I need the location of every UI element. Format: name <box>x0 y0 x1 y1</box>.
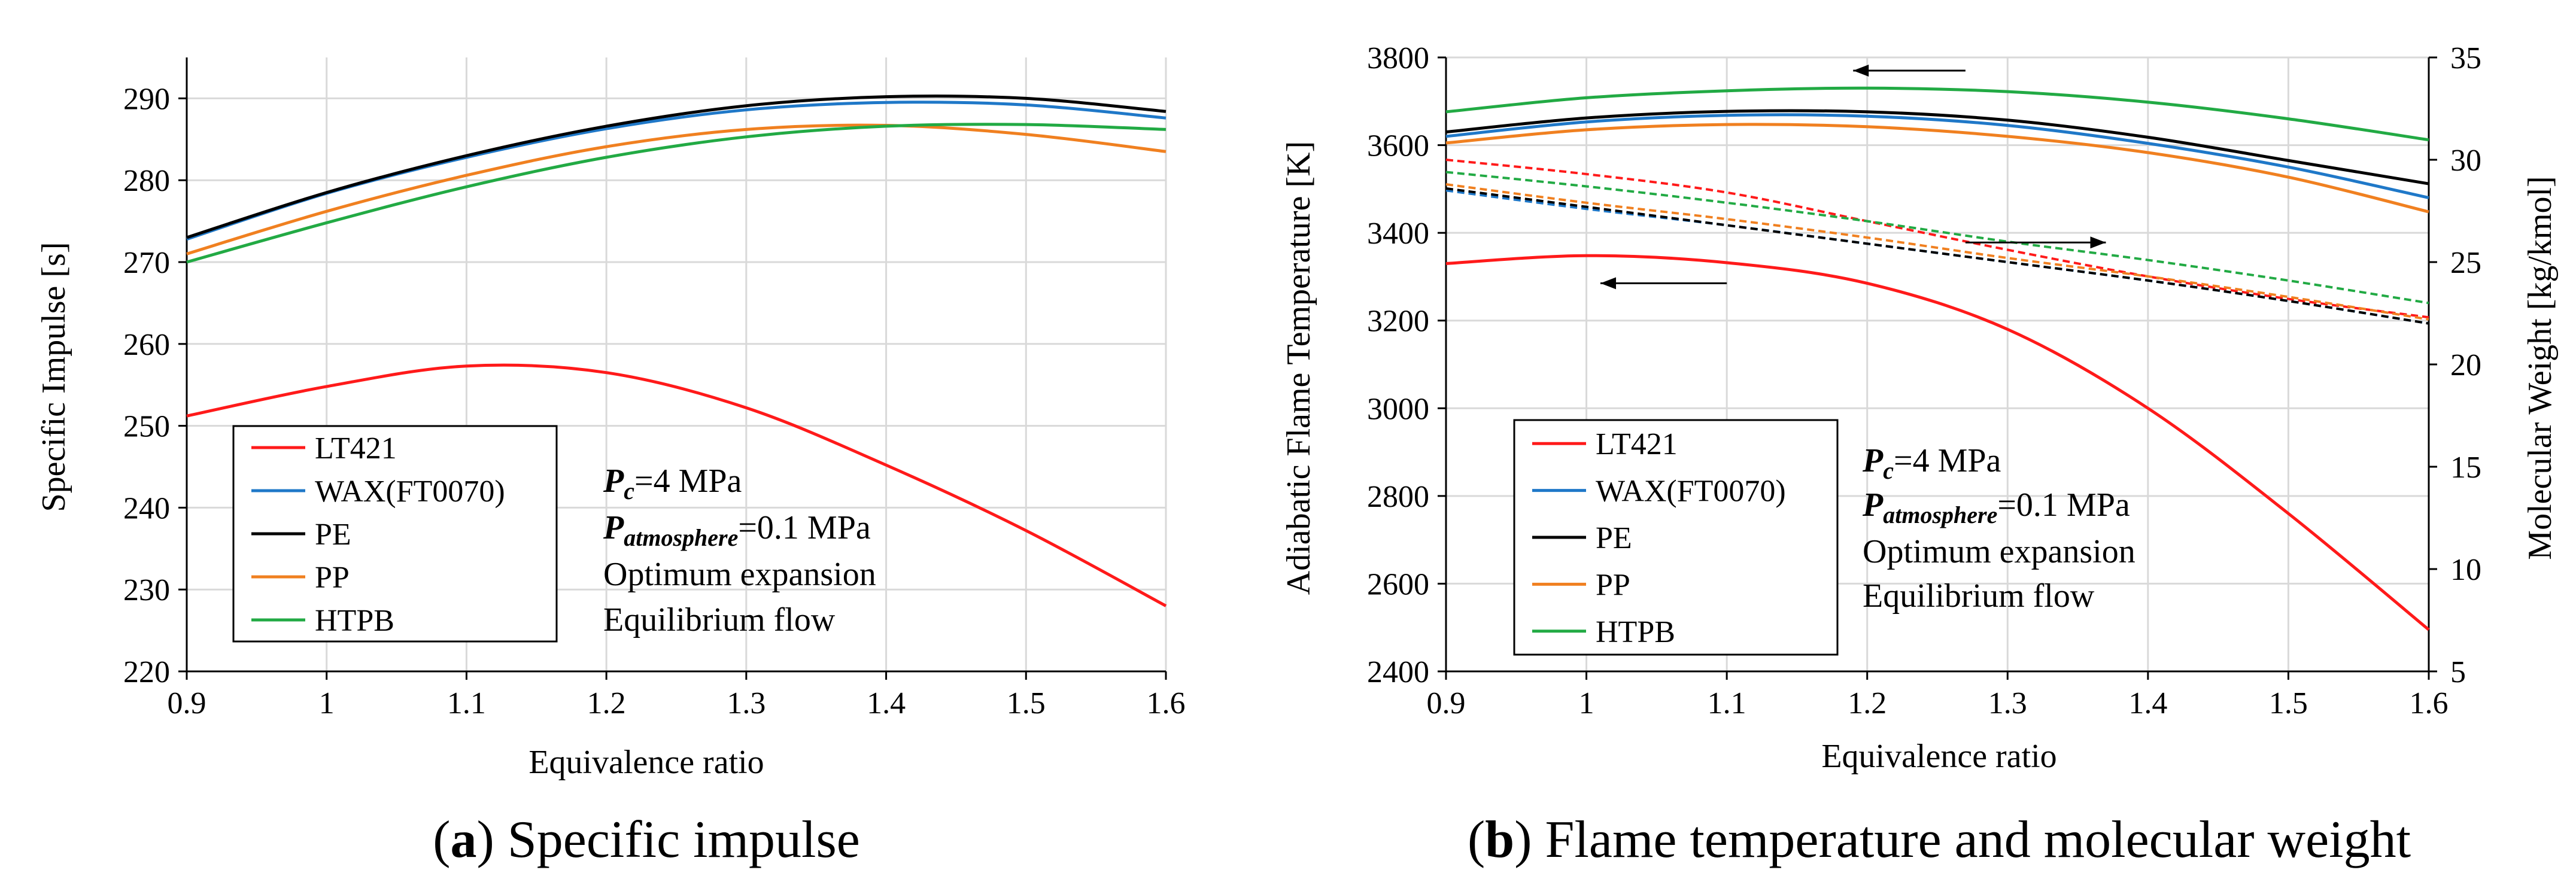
a-y-tick-label: 240 <box>123 491 170 525</box>
a-y-tick-label: 260 <box>123 328 170 362</box>
b-line-lt421 <box>1445 254 2430 631</box>
b-y-tick-label: 3400 <box>1367 217 1429 251</box>
b-x-tick-label: 0.9 <box>1427 686 1466 720</box>
a-series-lines <box>186 95 1167 607</box>
b-mw-line-pp <box>1445 183 2429 321</box>
a-line-pe <box>186 95 1167 239</box>
b-y-tick-label: 2800 <box>1367 480 1429 514</box>
b-legend: LT421 WAX(FT0070) PE PP HTPB <box>1513 419 1839 656</box>
b-x-tick-label: 1 <box>1579 686 1594 720</box>
a-x-tick-label: 1.4 <box>867 686 906 720</box>
a-legend: LT421 WAX(FT0070) PE PP HTPB <box>232 425 558 643</box>
b-y2-tick-label: 20 <box>2450 348 2481 382</box>
a-y-tick-label: 230 <box>123 573 170 607</box>
a-legend-label: LT421 <box>315 431 397 466</box>
b-annotation-pc: Pc=4 MPa <box>1862 442 2001 484</box>
a-caption: (a) Specific impulse <box>433 811 860 869</box>
a-annotation: Pc=4 MPa Patmosphere=0.1 MPa Optimum exp… <box>603 463 876 638</box>
b-y2-tick-label: 35 <box>2450 41 2481 75</box>
b-x-tick-label: 1.4 <box>2128 686 2167 720</box>
b-annotation-line4: Equilibrium flow <box>1863 577 2095 615</box>
b-annotation: Pc=4 MPa Patmosphere=0.1 MPa Optimum exp… <box>1862 442 2135 615</box>
b-arrows <box>1600 64 2106 290</box>
b-y-tick-label: 2600 <box>1367 567 1429 601</box>
b-y-tick-label: 3800 <box>1367 41 1429 75</box>
b-caption: (b) Flame temperature and molecular weig… <box>1468 811 2411 869</box>
a-x-tick-label: 0.9 <box>168 686 206 720</box>
b-x-tick-label: 1.6 <box>2410 686 2449 720</box>
a-annotation-line3: Optimum expansion <box>603 556 876 593</box>
b-y-tick-label: 2400 <box>1367 655 1429 689</box>
a-y-tick-label: 290 <box>123 82 170 116</box>
b-x-tick-labels: 0.9 1 1.1 1.2 1.3 1.4 1.5 1.6 <box>1427 686 2449 720</box>
a-y-tick-label: 220 <box>123 655 170 689</box>
b-x-tick-label: 1.5 <box>2269 686 2308 720</box>
b-x-tick-label: 1.1 <box>1708 686 1746 720</box>
b-y2-axis-label: Molecular Weight [kg/kmol] <box>2522 176 2559 559</box>
a-annotation-patm: Patmosphere=0.1 MPa <box>603 509 871 551</box>
a-x-tick-label: 1.2 <box>587 686 626 720</box>
a-x-tick-label: 1 <box>319 686 335 720</box>
b-line-wax-ft0070- <box>1445 113 2429 199</box>
b-y2-tick-label: 10 <box>2450 553 2481 587</box>
b-x-tick-label: 1.3 <box>1988 686 2027 720</box>
b-mw-line-htpb <box>1445 171 2429 305</box>
a-x-tick-label: 1.1 <box>447 686 486 720</box>
b-series-lines <box>1445 86 2430 631</box>
a-legend-label: PP <box>315 561 350 595</box>
b-x-axis-label: Equivalence ratio <box>1821 738 2056 775</box>
a-y-tick-labels: 220 230 240 250 260 270 280 290 <box>123 82 170 689</box>
b-mw-line-lt421 <box>1445 159 2429 319</box>
b-y-axis-label: Adiabatic Flame Temperature [K] <box>1280 141 1317 595</box>
a-y-axis-label: Specific Impulse [s] <box>35 242 72 512</box>
b-x-tick-label: 1.2 <box>1848 686 1887 720</box>
a-x-axis-label: Equivalence ratio <box>528 744 764 781</box>
a-line-htpb <box>186 123 1167 264</box>
b-line-pe <box>1445 109 2429 185</box>
a-x-tick-labels: 0.9 1 1.1 1.2 1.3 1.4 1.5 1.6 <box>168 686 1186 720</box>
panel-b-flame-temperature: 0.9 1 1.1 1.2 1.3 1.4 1.5 1.6 2400 2600 2800 3000 3… <box>1280 41 2559 869</box>
a-legend-label: PE <box>315 518 351 552</box>
b-arrow-head <box>1600 277 1617 290</box>
b-annotation-patm: Patmosphere=0.1 MPa <box>1862 486 2130 528</box>
a-y-tick-label: 280 <box>123 164 170 198</box>
a-x-tick-label: 1.3 <box>727 686 765 720</box>
a-axes <box>178 57 1167 680</box>
a-annotation-line4: Equilibrium flow <box>603 601 836 638</box>
b-y-tick-labels: 2400 2600 2800 3000 3200 3400 3600 3800 <box>1367 41 1429 689</box>
b-y-tick-label: 3000 <box>1367 392 1429 426</box>
b-y2-tick-label: 5 <box>2450 655 2466 689</box>
a-line-pp <box>186 123 1167 256</box>
b-y-tick-label: 3600 <box>1367 129 1429 163</box>
b-legend-label: PP <box>1596 568 1630 602</box>
a-line-lt421 <box>186 363 1167 607</box>
b-molecular-weight-lines <box>1445 159 2429 325</box>
b-arrow-head <box>2090 236 2106 249</box>
b-y2-tick-labels: 5 10 15 20 25 30 35 <box>2450 41 2481 689</box>
panel-a-specific-impulse: 0.9 1 1.1 1.2 1.3 1.4 1.5 1.6 220 230 240 250 260 27… <box>35 57 1186 869</box>
b-gridlines <box>1446 56 2430 671</box>
a-y-tick-label: 250 <box>123 410 170 444</box>
b-y-tick-label: 3200 <box>1367 305 1429 339</box>
b-legend-label: LT421 <box>1596 427 1678 461</box>
b-mw-line-pe <box>1445 187 2429 325</box>
b-arrow-head <box>1853 64 1869 77</box>
a-annotation-pc: Pc=4 MPa <box>603 463 742 504</box>
a-x-tick-label: 1.6 <box>1147 686 1186 720</box>
a-legend-label: WAX(FT0070) <box>315 475 505 509</box>
a-y-tick-label: 270 <box>123 246 170 280</box>
b-y2-tick-label: 25 <box>2450 246 2481 280</box>
a-x-tick-label: 1.5 <box>1007 686 1046 720</box>
a-legend-label: HTPB <box>315 604 394 638</box>
b-annotation-line3: Optimum expansion <box>1863 533 2135 570</box>
b-y2-tick-label: 15 <box>2450 451 2481 485</box>
b-y2-tick-label: 30 <box>2450 144 2481 178</box>
b-legend-label: HTPB <box>1596 615 1675 649</box>
b-line-pp <box>1445 123 2429 214</box>
b-line-htpb <box>1445 86 2429 142</box>
b-legend-label: WAX(FT0070) <box>1596 475 1786 509</box>
b-legend-label: PE <box>1596 521 1632 555</box>
a-line-wax-ft0070- <box>186 101 1167 241</box>
